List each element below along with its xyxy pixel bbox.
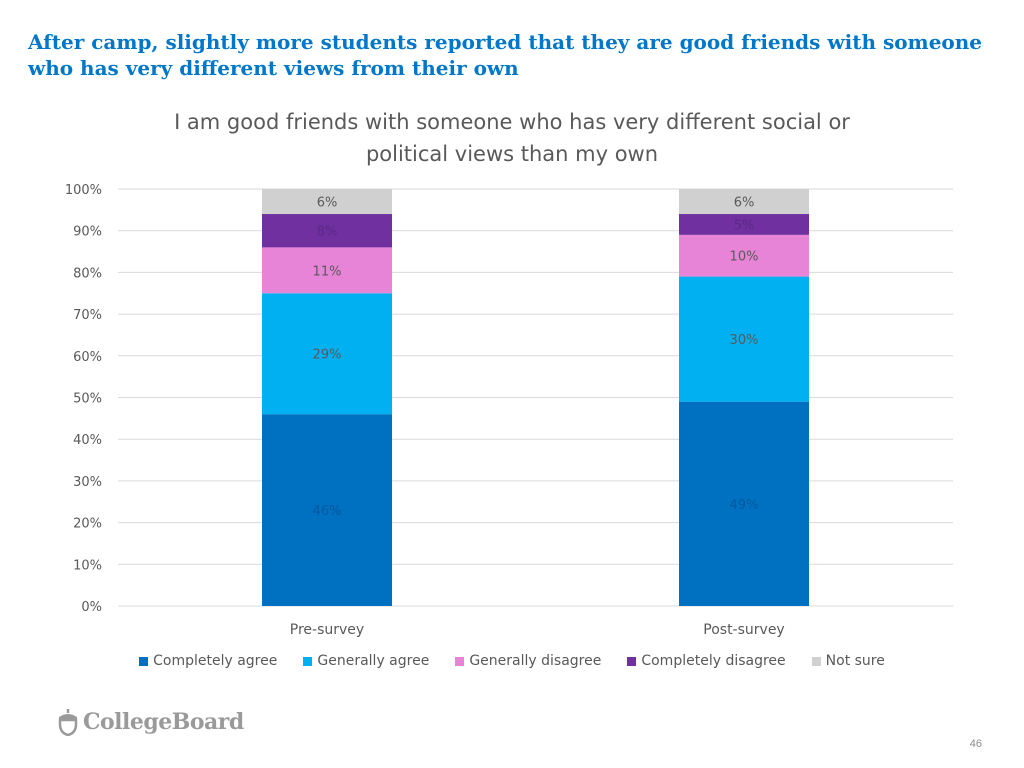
data-label: 10% [730,250,759,265]
bar-segment [679,214,809,235]
y-tick-label: 30% [73,475,102,490]
legend-item: Generally disagree [455,653,601,669]
data-label: 29% [313,348,342,363]
page-number: 46 [969,738,982,750]
legend-item: Not sure [811,653,885,669]
bar-segment [679,401,809,606]
bar-segment [262,214,392,248]
bar-segment [262,247,392,294]
legend-label: Completely agree [153,653,278,669]
y-tick-label: 100% [65,183,102,198]
data-label: 46% [313,504,342,519]
legend-swatch [627,656,637,666]
bar-segment [262,414,392,606]
data-label: 49% [730,498,759,513]
y-tick-label: 60% [73,350,102,365]
slide-headline: After camp, slightly more students repor… [28,30,983,80]
y-tick-label: 80% [73,266,102,281]
data-label: 6% [734,196,755,211]
legend-label: Generally disagree [469,653,602,669]
legend-swatch [811,656,821,666]
data-label: 6% [317,196,338,211]
bar-segment [679,189,809,215]
logo-text: CollegeBoard [83,709,244,735]
x-tick-label: Pre-survey [290,622,364,638]
data-label: 11% [313,264,342,279]
y-tick-label: 90% [73,225,102,240]
acorn-icon [58,709,78,736]
y-tick-label: 0% [81,600,102,615]
chart-title-line-1: I am good friends with someone who has v… [174,110,850,134]
chart-title-line-2: political views than my own [365,142,659,166]
chart-title: I am good friends with someone who has v… [150,106,874,170]
legend-item: Completely disagree [627,653,786,669]
legend-swatch [139,656,149,666]
chart-legend: Completely agree Generally agree Generally… [0,653,1024,669]
bar-segment [262,189,392,215]
data-label: 5% [734,218,755,233]
legend-swatch [303,656,313,666]
y-tick-label: 50% [73,392,102,407]
y-tick-label: 20% [73,517,102,532]
legend-item: Generally agree [303,653,429,669]
data-label: 30% [730,333,759,348]
y-tick-label: 40% [73,433,102,448]
bar-segment [679,276,809,402]
legend-swatch [455,656,465,666]
y-tick-label: 10% [73,558,102,573]
legend-label: Not sure [825,653,885,669]
legend-item: Completely agree [139,653,277,669]
data-label: 8% [317,225,338,240]
x-tick-label: Post-survey [703,622,784,638]
stacked-bar-chart: 0% 10% 20% 30% 40% 50% 60% 70% 80% 90% 100% 46% 29% 1… [65,183,953,638]
y-tick-label: 70% [73,308,102,323]
legend-label: Completely disagree [641,653,786,669]
bar-segment [679,234,809,277]
collegeboard-logo: CollegeBoard [57,708,244,736]
legend-label: Generally agree [317,653,430,669]
bar-segment [262,293,392,415]
